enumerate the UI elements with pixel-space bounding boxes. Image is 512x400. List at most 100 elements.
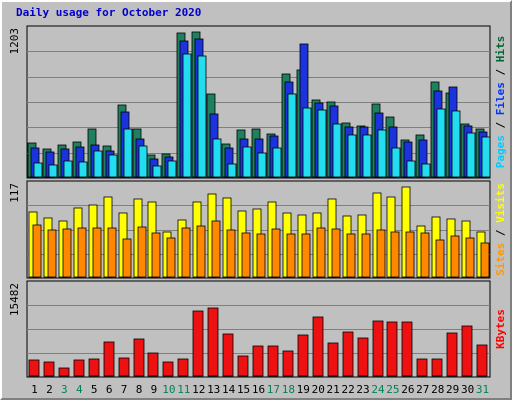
bar-kbytes-23 (357, 337, 369, 377)
bar-kbytes-31 (476, 344, 488, 377)
ymax-label-middle: 117 (8, 183, 21, 203)
bar-pages-31 (481, 136, 491, 178)
bar-kbytes-7 (118, 357, 130, 377)
bar-kbytes-27 (416, 358, 428, 377)
bar-pages-27 (421, 163, 431, 178)
bar-kbytes-16 (252, 345, 264, 377)
bar-sites-5 (92, 227, 102, 278)
bar-pages-7 (123, 128, 133, 178)
bar-kbytes-21 (327, 342, 339, 377)
bar-kbytes-25 (386, 321, 398, 377)
bar-kbytes-17 (267, 345, 279, 377)
bar-kbytes-19 (297, 334, 309, 377)
x-tick-label-15: 15 (237, 383, 250, 396)
bar-sites-4 (77, 227, 87, 278)
bar-pages-4 (78, 161, 88, 178)
x-tick-label-2: 2 (46, 383, 53, 396)
bar-kbytes-12 (192, 310, 204, 377)
x-tick-label-31: 31 (476, 383, 489, 396)
bar-pages-22 (347, 134, 357, 178)
bar-pages-14 (227, 163, 237, 178)
bar-pages-28 (436, 108, 446, 178)
bar-kbytes-9 (147, 352, 159, 377)
bar-kbytes-4 (73, 359, 85, 377)
bar-kbytes-28 (431, 358, 443, 377)
x-tick-label-23: 23 (356, 383, 369, 396)
bar-sites-7 (122, 238, 132, 278)
x-tick-label-18: 18 (282, 383, 295, 396)
legend-part: KBytes (494, 309, 507, 349)
bar-sites-11 (181, 227, 191, 278)
bar-sites-1 (32, 224, 42, 278)
legend-top: Pages / Files / Hits (494, 36, 507, 169)
bar-sites-31 (480, 242, 490, 278)
bar-pages-23 (362, 134, 372, 178)
bar-pages-2 (48, 164, 58, 178)
bar-kbytes-22 (342, 331, 354, 377)
bar-kbytes-10 (162, 361, 174, 377)
legend-part: Visits (494, 183, 507, 223)
bar-sites-2 (47, 229, 57, 278)
x-tick-label-21: 21 (327, 383, 340, 396)
legend-part: Hits (494, 36, 507, 63)
bar-pages-24 (377, 129, 387, 178)
bar-kbytes-18 (282, 350, 294, 377)
bar-pages-19 (302, 107, 312, 178)
bar-sites-8 (137, 226, 147, 278)
bar-sites-25 (390, 231, 400, 278)
bar-sites-6 (107, 227, 117, 278)
bar-sites-17 (271, 228, 281, 278)
bar-sites-28 (435, 239, 445, 278)
bar-pages-18 (287, 93, 297, 178)
bar-kbytes-15 (237, 355, 249, 377)
bar-kbytes-29 (446, 332, 458, 377)
bar-pages-11 (182, 53, 192, 178)
bar-pages-20 (317, 109, 327, 178)
bar-pages-30 (466, 132, 476, 178)
bar-sites-13 (211, 220, 221, 278)
bar-kbytes-5 (88, 358, 100, 377)
bar-sites-15 (241, 232, 251, 278)
bar-kbytes-26 (401, 321, 413, 377)
x-tick-label-14: 14 (222, 383, 236, 396)
bar-kbytes-13 (207, 307, 219, 377)
x-tick-label-25: 25 (386, 383, 399, 396)
x-tick-label-28: 28 (431, 383, 444, 396)
ymax-label-top: 1203 (8, 28, 21, 55)
bar-kbytes-14 (222, 333, 234, 377)
x-tick-label-7: 7 (121, 383, 128, 396)
bar-sites-30 (465, 237, 475, 278)
bar-sites-23 (361, 233, 371, 278)
bar-pages-6 (108, 154, 118, 178)
bar-kbytes-3 (58, 367, 70, 377)
bar-pages-29 (451, 110, 461, 178)
bar-sites-22 (346, 233, 356, 278)
x-tick-label-12: 12 (192, 383, 205, 396)
x-tick-label-29: 29 (446, 383, 459, 396)
x-tick-label-8: 8 (136, 383, 143, 396)
bar-kbytes-11 (177, 358, 189, 377)
bar-pages-25 (391, 147, 401, 178)
bar-pages-15 (242, 146, 252, 178)
x-tick-label-1: 1 (31, 383, 38, 396)
legend-part: Sites (494, 243, 507, 276)
x-tick-label-22: 22 (341, 383, 354, 396)
bar-kbytes-1 (28, 359, 40, 377)
bar-kbytes-2 (43, 361, 55, 377)
bar-kbytes-8 (133, 338, 145, 377)
bar-sites-9 (151, 232, 161, 278)
x-tick-label-11: 11 (177, 383, 190, 396)
bar-pages-10 (167, 160, 177, 178)
x-tick-label-30: 30 (461, 383, 474, 396)
bar-sites-3 (62, 228, 72, 278)
x-tick-label-17: 17 (267, 383, 280, 396)
bar-pages-26 (406, 160, 416, 178)
x-tick-label-9: 9 (151, 383, 158, 396)
bar-sites-12 (196, 225, 206, 278)
legend-part: / (494, 62, 507, 82)
bar-kbytes-20 (312, 316, 324, 377)
bar-pages-3 (63, 160, 73, 178)
x-tick-label-6: 6 (106, 383, 113, 396)
